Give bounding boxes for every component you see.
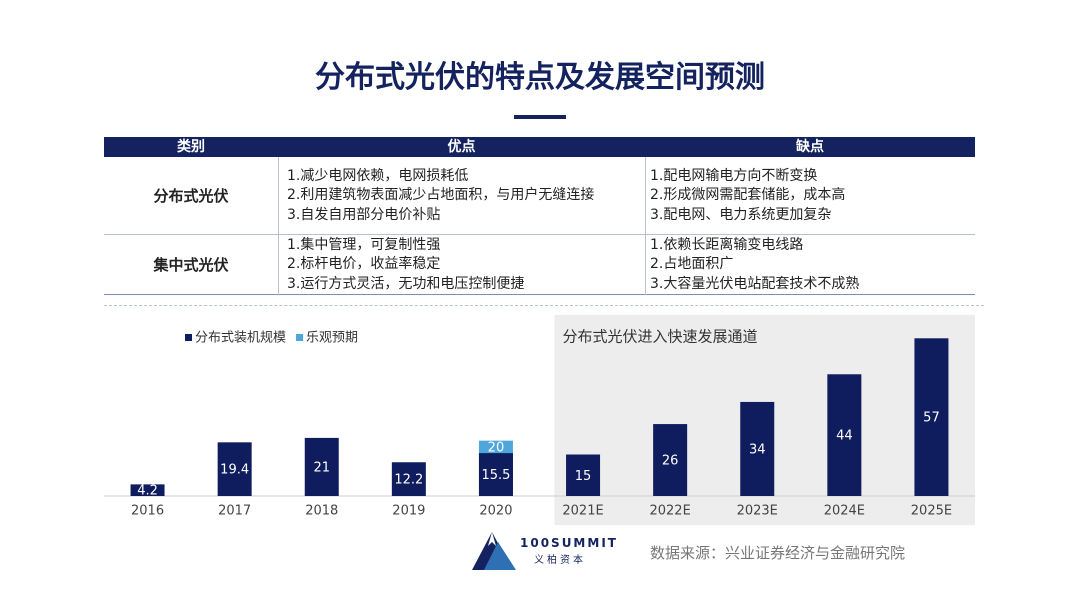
slide-title: 分布式光伏的特点及发展空间预测 [315,60,765,95]
value-label: 15 [575,469,592,484]
x-tick-label: 2025E [911,504,952,519]
table-cell-line: 2.占地面积广 [650,256,734,273]
bar [914,338,949,496]
value-label: 12.2 [394,473,423,488]
table-header-bg [104,137,975,157]
bar [653,424,688,496]
bar [827,374,862,496]
x-tick-label: 2021E [562,504,603,519]
legend-label: 乐观预期 [306,331,358,346]
column-border [645,157,646,295]
table-row-label: 集中式光伏 [153,256,229,274]
value-label: 57 [923,411,940,426]
table-header: 优点 [447,139,476,155]
table-cell-line: 2.利用建筑物表面减少占地面积，与用户无缝连接 [287,187,595,204]
x-tick-label: 2016 [131,504,164,519]
table-row-label: 分布式光伏 [153,187,229,205]
legend-swatch [185,334,192,341]
logo-subtitle: 义柏资本 [534,555,586,566]
x-tick-label: 2019 [392,504,425,519]
bar [217,442,252,496]
table-header: 类别 [177,139,205,155]
bar [391,462,426,496]
x-tick-label: 2018 [305,504,338,519]
column-border [278,157,279,295]
table-cell-line: 3.运行方式灵活，无功和电压控制便捷 [287,275,525,292]
row-border [104,294,975,295]
row-border [104,234,975,235]
value-label: 21 [313,460,330,475]
value-label: 44 [836,429,853,444]
table-cell-line: 1.集中管理，可复制性强 [287,236,441,253]
table-cell-line: 1.依赖长距离输变电线路 [650,236,804,253]
x-tick-label: 2017 [218,504,251,519]
x-tick-label: 2020 [479,504,512,519]
logo-name: 100SUMMIT [520,536,618,550]
table-cell-line: 1.配电网输电方向不断变换 [650,167,818,184]
table-cell-line: 2.形成微网需配套储能，成本高 [650,187,846,204]
table-cell-line: 1.减少电网依赖，电网损耗低 [287,167,469,184]
table-header: 缺点 [796,139,824,155]
table-cell-line: 3.大容量光伏电站配套技术不成熟 [650,275,860,292]
x-tick-label: 2024E [824,504,865,519]
bar [478,453,513,496]
bar [130,484,165,496]
x-tick-label: 2022E [649,504,690,519]
table-cell-line: 3.配电网、电力系统更加复杂 [650,206,832,223]
value-label: 19.4 [220,463,249,478]
table-cell-line: 3.自发自用部分电价补贴 [287,206,441,223]
separator [104,305,984,306]
value-label: 26 [662,454,679,469]
legend-swatch [296,334,304,341]
bar [566,454,601,496]
value-label: 34 [749,442,766,457]
bar [740,401,775,496]
title-underline [514,115,566,119]
value-label: 20 [488,440,505,455]
value-label: 4.2 [137,484,158,499]
table-cell-line: 2.标杆电价，收益率稳定 [287,256,441,273]
value-label: 15.5 [481,468,510,483]
legend-label: 分布式装机规模 [195,331,286,346]
logo-icon [472,532,516,570]
annotation: 分布式光伏进入快速发展通道 [563,328,758,346]
bar [304,437,339,496]
x-tick-label: 2023E [737,504,778,519]
source: 数据来源：兴业证券经济与金融研究院 [650,544,906,562]
